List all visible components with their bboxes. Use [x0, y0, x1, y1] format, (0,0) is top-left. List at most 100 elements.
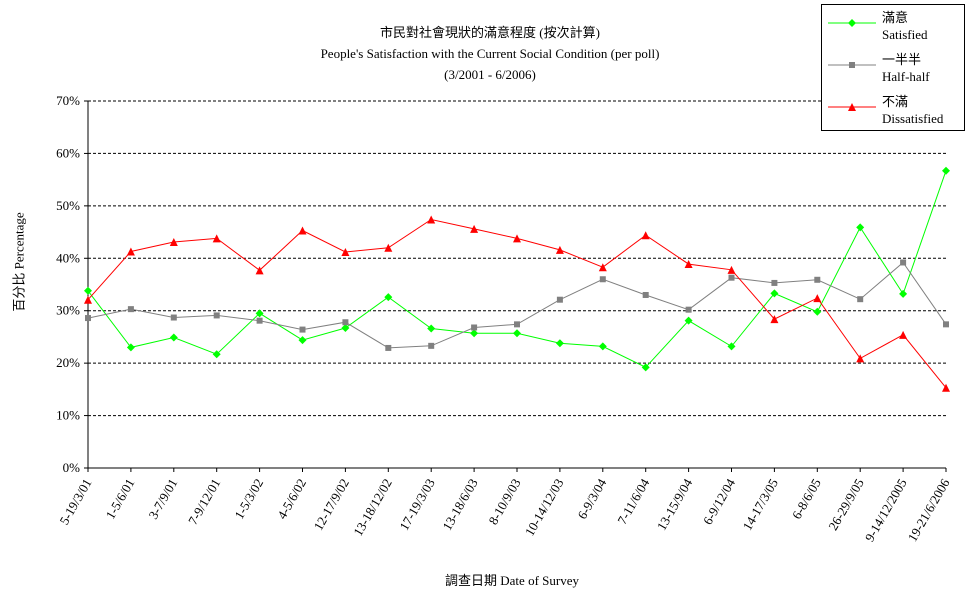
- data-point-half-half: [385, 344, 392, 351]
- x-tick-label: 26-29/9/05: [825, 476, 867, 533]
- data-point-half-half: [428, 342, 435, 349]
- data-point-half-half: [85, 315, 91, 322]
- data-point-satisfied: [255, 309, 264, 318]
- series-line-satisfied: [87, 170, 947, 368]
- y-tick-label: 20%: [56, 355, 80, 370]
- data-point-half-half: [471, 324, 478, 331]
- x-axis-label: 調查日期 Date of Survey: [445, 573, 579, 588]
- data-point-dissatisfied: [126, 247, 135, 256]
- data-point-half-half: [299, 326, 306, 333]
- data-point-dissatisfied: [942, 383, 950, 392]
- x-tick-label: 7-9/12/01: [185, 476, 223, 527]
- data-point-half-half: [256, 317, 263, 324]
- data-point-half-half: [857, 296, 864, 303]
- legend-half-half-swatch: [828, 62, 876, 68]
- data-point-dissatisfied: [856, 354, 865, 363]
- data-point-satisfied: [126, 343, 135, 352]
- legend-dissatisfied-swatch: [828, 103, 876, 111]
- legend-item-half-half: 一半半 Half-half: [822, 49, 964, 89]
- data-point-half-half: [170, 314, 177, 321]
- data-point-satisfied: [942, 166, 950, 175]
- data-point-dissatisfied: [84, 295, 92, 304]
- data-point-dissatisfied: [899, 330, 908, 339]
- y-tick-label: 10%: [56, 408, 80, 423]
- legend-label-dissatisfied-en: Dissatisfied: [882, 111, 944, 126]
- data-point-satisfied: [770, 289, 779, 298]
- legend: 滿意 Satisfied 一半半 Half-half 不滿 Dissatisfi…: [821, 4, 965, 131]
- data-point-dissatisfied: [427, 215, 436, 224]
- data-point-half-half: [642, 291, 649, 298]
- legend-label-half-half-zh: 一半半: [882, 52, 922, 67]
- x-tick-label: 13-18/6/03: [439, 476, 481, 533]
- data-point-satisfied: [684, 316, 693, 325]
- legend-item-dissatisfied: 不滿 Dissatisfied: [822, 91, 964, 131]
- data-point-satisfied: [727, 342, 736, 351]
- data-point-half-half: [814, 276, 821, 283]
- data-point-dissatisfied: [555, 245, 564, 254]
- chart-title: 市民對社會現狀的滿意程度 (按次計算): [380, 25, 600, 40]
- data-point-satisfied: [513, 329, 521, 338]
- data-point-half-half: [943, 321, 949, 328]
- legend-label-half-half-en: Half-half: [882, 69, 930, 84]
- x-tick-label: 6-9/3/04: [574, 476, 609, 522]
- data-point-satisfied: [470, 329, 479, 338]
- x-tick-label: 13-15/9/04: [654, 476, 696, 533]
- x-tick-label: 6-9/12/04: [700, 476, 739, 528]
- x-tick-label: 14-17/3/05: [739, 476, 781, 533]
- x-tick-label: 19-21/6/2006: [905, 476, 953, 545]
- x-tick-label: 13-18/12/02: [350, 476, 395, 539]
- data-point-half-half: [599, 276, 606, 283]
- y-axis-label: 百分比 Percentage: [11, 212, 27, 312]
- data-point-satisfied: [84, 286, 92, 295]
- data-point-dissatisfied: [813, 294, 822, 303]
- data-point-half-half: [514, 321, 520, 328]
- x-tick-label: 3-7/9/01: [145, 476, 180, 522]
- data-point-satisfied: [384, 293, 393, 302]
- data-point-satisfied: [813, 307, 822, 316]
- y-tick-label: 0%: [63, 460, 81, 475]
- data-point-half-half: [127, 306, 134, 313]
- chart-title-block: 市民對社會現狀的滿意程度 (按次計算) People's Satisfactio…: [260, 22, 720, 85]
- x-tick-label: 6-8/6/05: [789, 476, 824, 522]
- data-point-dissatisfied: [470, 224, 479, 233]
- data-point-half-half: [900, 259, 907, 266]
- data-point-half-half: [771, 279, 778, 286]
- data-point-dissatisfied: [341, 247, 350, 256]
- data-point-dissatisfied: [384, 243, 393, 252]
- data-point-dissatisfied: [212, 234, 221, 243]
- data-point-satisfied: [641, 363, 650, 372]
- chart-period: (3/2001 - 6/2006): [444, 67, 536, 82]
- y-tick-label: 40%: [56, 250, 80, 265]
- data-point-satisfied: [341, 324, 350, 333]
- x-tick-label: 8-10/9/03: [485, 476, 523, 527]
- series-line-dissatisfied: [87, 218, 947, 389]
- data-point-satisfied: [427, 324, 436, 333]
- x-tick-label: 7-11/6/04: [614, 476, 652, 527]
- data-point-half-half: [342, 319, 349, 326]
- legend-satisfied-swatch: [828, 19, 876, 27]
- data-point-satisfied: [169, 333, 178, 342]
- data-point-dissatisfied: [641, 231, 650, 240]
- chart-subtitle: People's Satisfaction with the Current S…: [320, 46, 660, 61]
- x-tick-label: 9-14/12/2005: [862, 476, 910, 544]
- data-point-satisfied: [899, 289, 908, 298]
- y-tick-label: 30%: [56, 303, 80, 318]
- y-tick-label: 50%: [56, 198, 80, 213]
- x-tick-label: 1-5/6/01: [102, 476, 137, 522]
- data-point-satisfied: [555, 339, 564, 348]
- y-tick-label: 70%: [56, 93, 80, 108]
- legend-label-satisfied-en: Satisfied: [882, 27, 928, 42]
- data-point-satisfied: [212, 350, 221, 359]
- data-point-dissatisfied: [727, 265, 736, 274]
- data-point-satisfied: [598, 342, 607, 351]
- legend-label-satisfied-zh: 滿意: [882, 10, 909, 25]
- data-point-dissatisfied: [770, 315, 779, 324]
- data-point-satisfied: [856, 223, 865, 232]
- legend-item-satisfied: 滿意 Satisfied: [822, 7, 964, 47]
- data-point-half-half: [556, 296, 563, 303]
- y-tick-label: 60%: [56, 145, 80, 160]
- data-point-dissatisfied: [513, 234, 521, 243]
- data-point-satisfied: [298, 336, 307, 345]
- x-tick-label: 1-5/3/02: [231, 476, 266, 522]
